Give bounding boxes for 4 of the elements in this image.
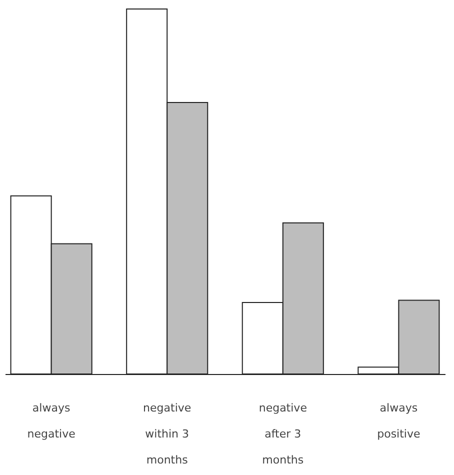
x-tick-label: always negative xyxy=(27,402,76,440)
x-tick-label: negative within 3 months xyxy=(143,402,192,466)
x-tick-label: always positive xyxy=(377,402,420,440)
x-tick-label: negative after 3 months xyxy=(258,402,308,466)
